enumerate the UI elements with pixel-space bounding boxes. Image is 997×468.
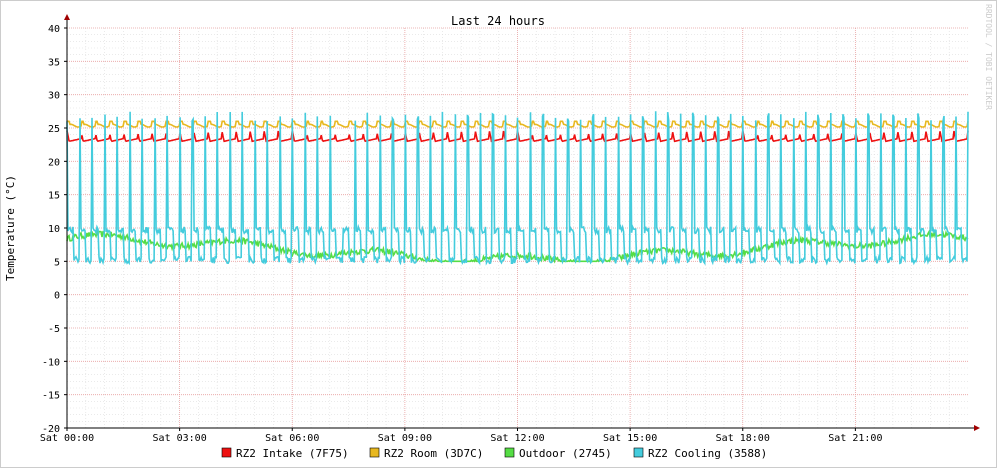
y-tick-label: -15 <box>42 391 60 402</box>
y-tick-label: 20 <box>48 157 60 168</box>
legend-swatch <box>504 447 515 458</box>
y-tick-label: 15 <box>48 191 60 202</box>
y-tick-label: 35 <box>48 57 60 68</box>
legend-swatch <box>369 447 380 458</box>
legend-label: RZ2 Intake (7F75) <box>236 447 349 460</box>
y-tick-label: 25 <box>48 124 60 135</box>
legend-label: RZ2 Cooling (3588) <box>648 447 767 460</box>
y-axis-arrow <box>64 14 70 20</box>
y-tick-label: 0 <box>54 291 60 302</box>
axes <box>64 14 980 431</box>
y-tick-label: 10 <box>48 224 60 235</box>
y-tick-label: 40 <box>48 24 60 35</box>
x-tick-label: Sat 00:00 <box>40 433 94 444</box>
x-tick-label: Sat 03:00 <box>153 433 207 444</box>
chart-title: Last 24 hours <box>451 14 545 28</box>
legend-label: Outdoor (2745) <box>519 447 612 460</box>
y-tick-label: 30 <box>48 91 60 102</box>
x-tick-label: Sat 09:00 <box>378 433 432 444</box>
watermark: RRDTOOL / TOBI OETIKER <box>984 4 993 110</box>
x-tick-label: Sat 18:00 <box>716 433 770 444</box>
y-tick-label: -5 <box>48 324 60 335</box>
legend-label: RZ2 Room (3D7C) <box>384 447 483 460</box>
series-line <box>66 228 969 264</box>
x-tick-label: Sat 06:00 <box>265 433 319 444</box>
x-axis-arrow <box>974 425 980 431</box>
series-lines <box>66 111 969 266</box>
legend-swatch <box>633 447 644 458</box>
y-tick-label: -20 <box>42 424 60 435</box>
y-tick-label: -10 <box>42 357 60 368</box>
x-tick-label: Sat 21:00 <box>828 433 882 444</box>
x-tick-label: Sat 12:00 <box>490 433 544 444</box>
legend: RZ2 Intake (7F75) RZ2 Room (3D7C) Outdoor … <box>221 447 767 460</box>
legend-swatch <box>221 447 232 458</box>
series-line <box>66 111 969 266</box>
x-tick-label: Sat 15:00 <box>603 433 657 444</box>
y-tick-labels: 40 35 30 25 20 15 10 5 0 -5 -10 -15 -20 <box>42 24 60 435</box>
y-axis-label: Temperature (°C) <box>4 175 17 281</box>
y-tick-label: 5 <box>54 257 60 268</box>
x-tick-labels: Sat 00:00 Sat 03:00 Sat 06:00 Sat 09:00 Sat … <box>40 433 883 444</box>
